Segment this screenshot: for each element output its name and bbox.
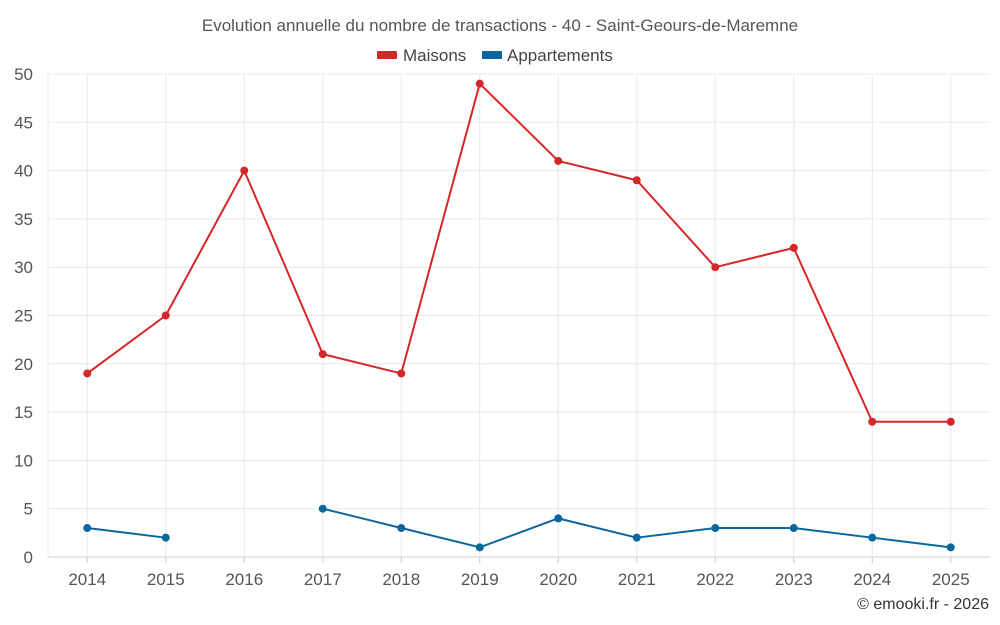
x-tick-label: 2015 <box>147 570 185 589</box>
legend-swatch-appartements <box>482 51 502 59</box>
data-point-maisons[interactable] <box>397 369 406 378</box>
data-point-appartements[interactable] <box>475 543 484 552</box>
data-point-maisons[interactable] <box>240 166 249 175</box>
data-point-appartements[interactable] <box>711 524 720 533</box>
x-tick-label: 2016 <box>225 570 263 589</box>
legend: Maisons Appartements <box>377 46 613 65</box>
data-point-appartements[interactable] <box>161 533 170 542</box>
series-maisons <box>83 79 955 426</box>
data-point-appartements[interactable] <box>868 533 877 542</box>
data-point-appartements[interactable] <box>632 533 641 542</box>
y-tick-label: 45 <box>14 113 33 132</box>
data-point-maisons[interactable] <box>83 369 92 378</box>
data-point-appartements[interactable] <box>946 543 955 552</box>
y-tick-label: 40 <box>14 162 33 181</box>
data-point-maisons[interactable] <box>475 79 484 88</box>
data-point-maisons[interactable] <box>554 156 563 165</box>
x-tick-label: 2023 <box>775 570 813 589</box>
x-tick-label: 2019 <box>461 570 499 589</box>
grid <box>47 73 990 558</box>
data-point-appartements[interactable] <box>318 504 327 513</box>
x-tick-label: 2022 <box>696 570 734 589</box>
series <box>83 79 955 552</box>
x-tick-label: 2024 <box>853 570 891 589</box>
data-point-maisons[interactable] <box>868 417 877 426</box>
legend-item-maisons[interactable]: Maisons <box>377 46 466 65</box>
y-tick-label: 5 <box>24 500 33 519</box>
series-line-appartements <box>87 527 166 539</box>
y-tick-label: 10 <box>14 451 33 470</box>
data-point-appartements[interactable] <box>554 514 563 523</box>
data-point-maisons[interactable] <box>946 417 955 426</box>
x-tick-label: 2025 <box>932 570 970 589</box>
data-point-maisons[interactable] <box>632 176 641 185</box>
y-tick-label: 15 <box>14 403 33 422</box>
y-tick-label: 20 <box>14 355 33 374</box>
x-tick-label: 2021 <box>618 570 656 589</box>
legend-item-appartements[interactable]: Appartements <box>482 46 613 65</box>
data-point-maisons[interactable] <box>161 311 170 320</box>
series-appartements <box>83 504 955 552</box>
y-tick-label: 30 <box>14 258 33 277</box>
data-point-appartements[interactable] <box>789 524 798 533</box>
chart-title: Evolution annuelle du nombre de transact… <box>202 16 798 35</box>
x-tick-label: 2017 <box>304 570 342 589</box>
credit-text: © emooki.fr - 2026 <box>857 596 989 613</box>
data-point-appartements[interactable] <box>83 524 92 533</box>
legend-label-maisons: Maisons <box>403 46 466 65</box>
series-line-maisons <box>86 82 951 423</box>
y-tick-label: 25 <box>14 307 33 326</box>
y-tick-label: 35 <box>14 210 33 229</box>
legend-swatch-maisons <box>377 51 397 59</box>
y-axis-ticks: 0 5 10 15 20 25 30 35 40 45 50 <box>14 65 33 567</box>
y-tick-label: 50 <box>14 65 33 84</box>
data-point-maisons[interactable] <box>789 243 798 252</box>
x-tick-label: 2014 <box>68 570 106 589</box>
legend-label-appartements: Appartements <box>507 46 613 65</box>
x-tick-label: 2018 <box>382 570 420 589</box>
y-tick-label: 0 <box>24 548 33 567</box>
x-axis-ticks: 2014 2015 2016 2017 2018 2019 2020 2021 2022 2023… <box>68 557 970 589</box>
x-tick-label: 2020 <box>539 570 577 589</box>
data-point-maisons[interactable] <box>711 263 720 272</box>
data-point-maisons[interactable] <box>318 350 327 359</box>
data-point-appartements[interactable] <box>397 524 406 533</box>
